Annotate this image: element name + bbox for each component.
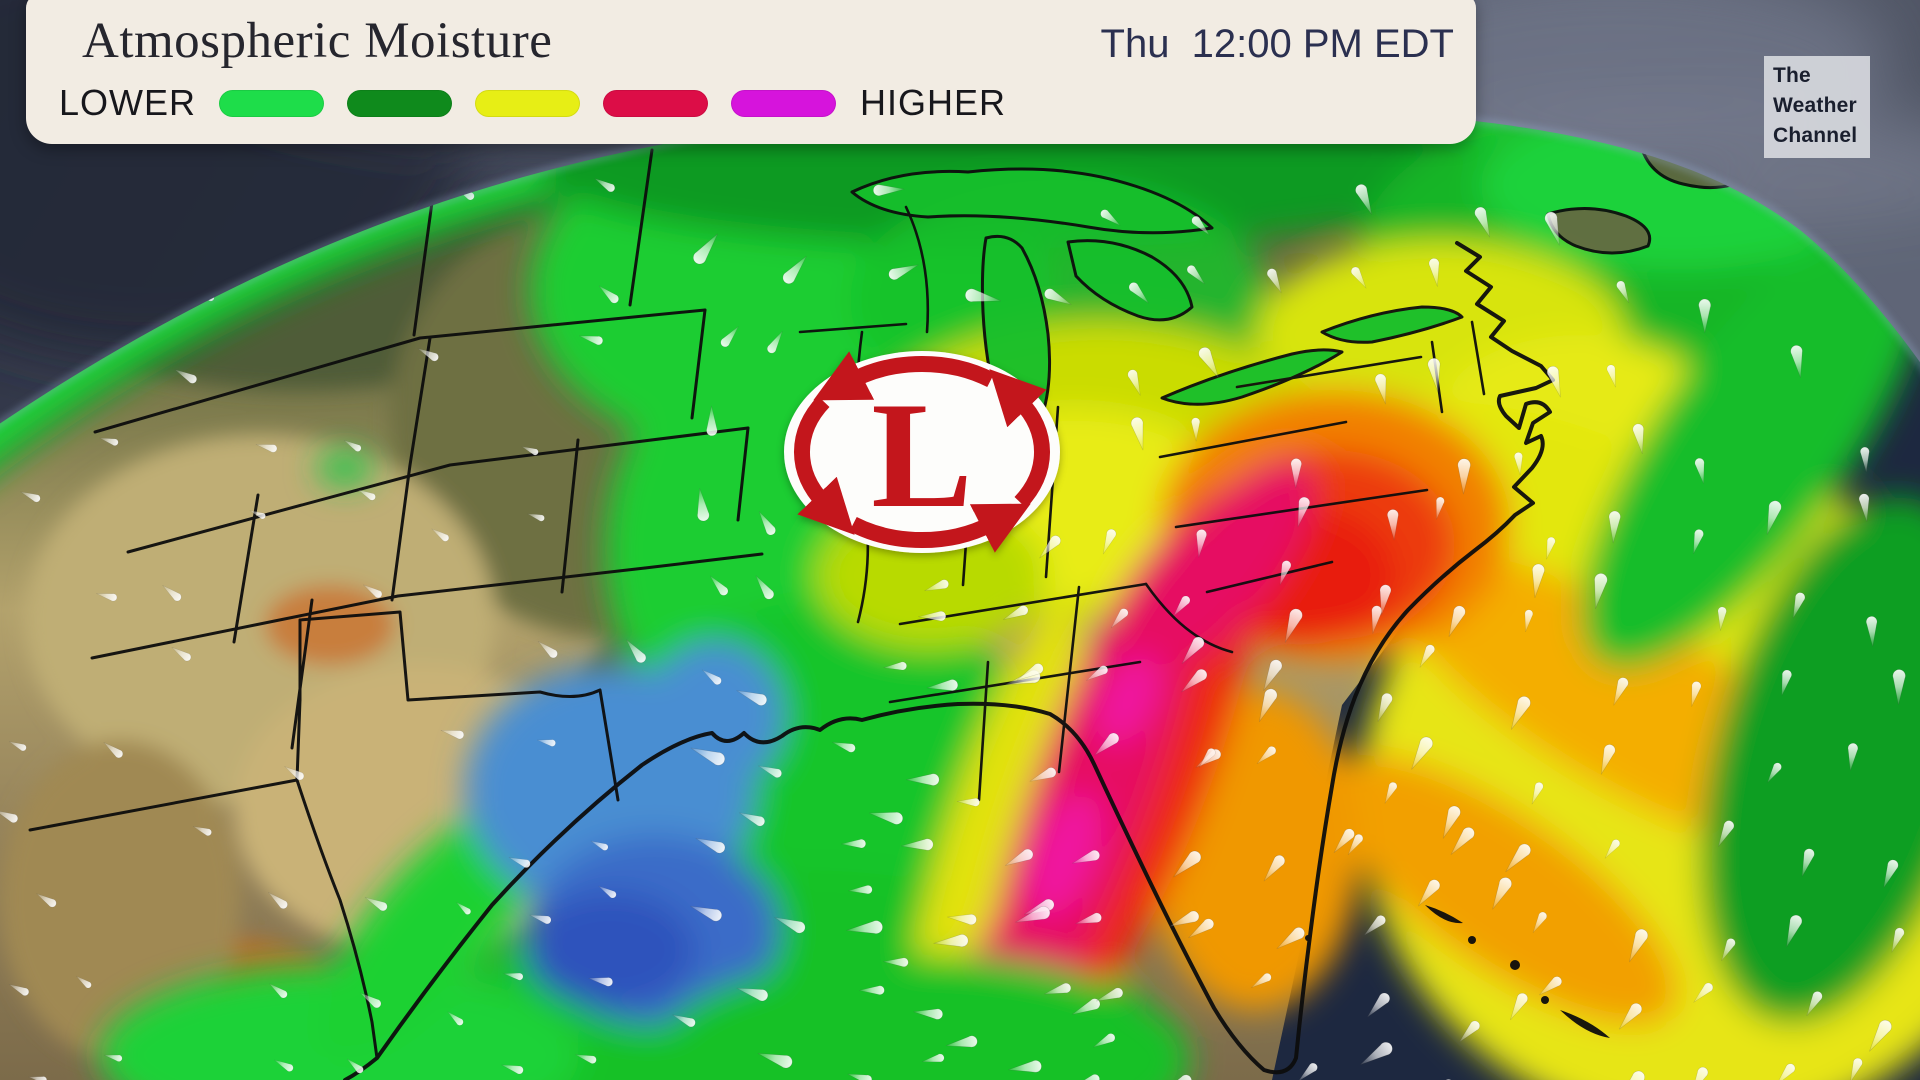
legend-label-higher: HIGHER bbox=[860, 82, 1007, 123]
logo-line: The bbox=[1773, 64, 1811, 87]
legend-swatch-green bbox=[219, 89, 325, 117]
legend-swatch-darkgreen bbox=[347, 89, 453, 117]
low-pressure-icon: L bbox=[784, 351, 1060, 553]
logo-line: Channel bbox=[1773, 124, 1858, 147]
legend-label-lower: LOWER bbox=[59, 82, 197, 123]
legend-swatch-yellow bbox=[475, 89, 581, 117]
moisture-legend: LOWER HIGHER bbox=[59, 82, 1006, 124]
page-title: Atmospheric Moisture bbox=[82, 13, 553, 69]
low-pressure-label: L bbox=[871, 371, 972, 539]
logo-line: Weather bbox=[1773, 94, 1857, 117]
header-panel: Atmospheric Moisture Thu 12:00 PM EDT LO… bbox=[26, 0, 1476, 144]
legend-swatch-magenta bbox=[731, 89, 837, 117]
legend-swatch-red bbox=[603, 89, 709, 117]
bahamas-islands bbox=[1305, 905, 1610, 1038]
weather-channel-logo: The Weather Channel bbox=[1764, 56, 1870, 158]
timestamp: Thu 12:00 PM EDT bbox=[1100, 22, 1454, 66]
